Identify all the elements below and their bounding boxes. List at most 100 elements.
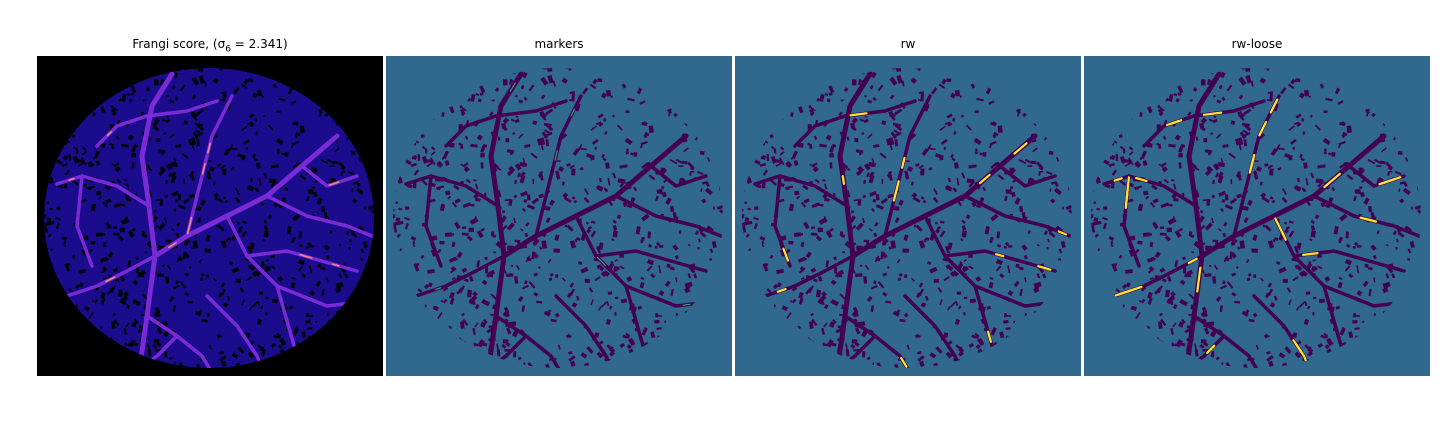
frangi-title-sigma: (σ bbox=[212, 37, 226, 51]
highlight-segment bbox=[782, 247, 790, 262]
highlight-segment bbox=[1135, 176, 1148, 183]
vessel-segment bbox=[145, 314, 219, 368]
vessel-segment bbox=[793, 99, 917, 148]
highlight-segment bbox=[1281, 232, 1287, 241]
highlight-segment bbox=[892, 180, 900, 202]
vessel-segment bbox=[444, 99, 568, 148]
vessel-segment bbox=[501, 133, 689, 259]
highlight-segment bbox=[570, 108, 575, 117]
vessel-segment bbox=[649, 164, 708, 188]
highlight-segment bbox=[995, 253, 1005, 258]
vessel-segment bbox=[1199, 133, 1387, 259]
highlight-segment bbox=[1187, 257, 1198, 265]
highlight-segment bbox=[1323, 172, 1341, 189]
highlight-segment bbox=[1127, 285, 1143, 293]
vessel-segment bbox=[753, 174, 849, 208]
vessel-segment bbox=[554, 294, 618, 368]
rw-title: rw bbox=[900, 37, 916, 51]
highlight-segment bbox=[596, 256, 606, 266]
vessel-segment bbox=[75, 174, 94, 268]
rw-loose-title: rw-loose bbox=[1231, 37, 1283, 51]
vessel-segment bbox=[614, 194, 723, 238]
frangi-title-text: Frangi score, bbox=[132, 37, 213, 51]
highlight-segment bbox=[554, 150, 558, 161]
highlight-segment bbox=[105, 276, 116, 283]
markers-image bbox=[386, 56, 732, 376]
highlight-segment bbox=[68, 177, 75, 181]
highlight-segment bbox=[168, 242, 177, 249]
highlight-segment bbox=[1359, 216, 1371, 221]
vessel-segment bbox=[414, 254, 506, 298]
vessel-segment bbox=[594, 249, 708, 273]
vessel-tree bbox=[1102, 71, 1421, 368]
highlight-segment bbox=[1378, 180, 1389, 186]
vessel-segment bbox=[300, 164, 359, 188]
highlight-segment bbox=[328, 181, 340, 186]
highlight-segments bbox=[68, 131, 340, 283]
highlight-segment bbox=[1196, 266, 1202, 293]
highlight-segment bbox=[1202, 111, 1223, 116]
frangi-score-image bbox=[37, 56, 383, 376]
vessel-segment bbox=[1142, 99, 1266, 148]
highlight-segment bbox=[841, 175, 846, 185]
highlight-segment bbox=[1206, 344, 1216, 354]
vessel-segment bbox=[843, 314, 917, 368]
frangi-title-value: = 2.341) bbox=[230, 37, 288, 51]
highlight-segments bbox=[776, 112, 1067, 368]
highlight-segment bbox=[201, 163, 206, 175]
highlight-segment bbox=[1124, 191, 1129, 209]
highlight-segment bbox=[1269, 98, 1279, 114]
highlight-segment bbox=[776, 288, 787, 293]
vessel-segment bbox=[850, 133, 1038, 259]
highlight-segment bbox=[1037, 265, 1052, 271]
vessel-segment bbox=[205, 294, 269, 368]
highlight-segment bbox=[987, 330, 992, 343]
highlight-segments bbox=[435, 82, 691, 306]
vessel-segment bbox=[275, 284, 299, 358]
highlight-segment bbox=[1258, 120, 1268, 137]
highlight-segment bbox=[331, 263, 340, 267]
highlight-segments bbox=[1113, 98, 1402, 368]
highlight-segment bbox=[435, 287, 442, 290]
vessel-segment bbox=[404, 174, 500, 208]
highlight-segment bbox=[849, 113, 859, 117]
highlight-segment bbox=[1274, 217, 1285, 236]
highlight-segment bbox=[186, 216, 193, 235]
frangi-title-subscript: 6 bbox=[225, 44, 231, 55]
highlight-segment bbox=[207, 142, 211, 154]
highlight-segment bbox=[1057, 230, 1067, 236]
highlight-segment bbox=[901, 156, 906, 169]
rw-loose-image bbox=[1084, 56, 1430, 376]
vessel-segment bbox=[624, 284, 648, 358]
frangi-score-title: Frangi score, (σ6 = 2.341) bbox=[37, 37, 383, 54]
highlight-segment bbox=[1249, 153, 1256, 172]
highlight-segment bbox=[1013, 142, 1028, 155]
vessel-segment bbox=[998, 164, 1057, 188]
highlight-segment bbox=[299, 253, 313, 259]
highlight-segment bbox=[900, 357, 908, 368]
vessel-segment bbox=[494, 314, 568, 368]
markers-title: markers bbox=[534, 37, 584, 51]
vessel-segment bbox=[1192, 314, 1266, 368]
vessel-segment bbox=[1322, 284, 1346, 358]
vessel-segment bbox=[903, 294, 967, 368]
highlight-segment bbox=[1116, 290, 1130, 296]
highlight-segment bbox=[509, 82, 516, 92]
retina-disk bbox=[1091, 68, 1421, 368]
vessel-segment bbox=[963, 194, 1072, 238]
highlight-segment bbox=[106, 131, 112, 137]
highlight-segment bbox=[1171, 120, 1180, 125]
vessel-segment bbox=[973, 284, 997, 358]
vessel-segment bbox=[185, 94, 234, 238]
rw-image bbox=[735, 56, 1081, 376]
highlight-segment bbox=[1390, 176, 1402, 182]
vessel-tree bbox=[753, 71, 1072, 368]
highlight-segment bbox=[682, 303, 691, 306]
highlight-segment bbox=[1302, 252, 1319, 256]
vessel-segment bbox=[265, 194, 374, 238]
highlight-segment bbox=[1113, 177, 1123, 182]
highlight-segment bbox=[1292, 339, 1303, 354]
vessel-segment bbox=[883, 94, 932, 238]
vessel-segment bbox=[424, 174, 443, 268]
vessel-segment bbox=[152, 133, 340, 259]
